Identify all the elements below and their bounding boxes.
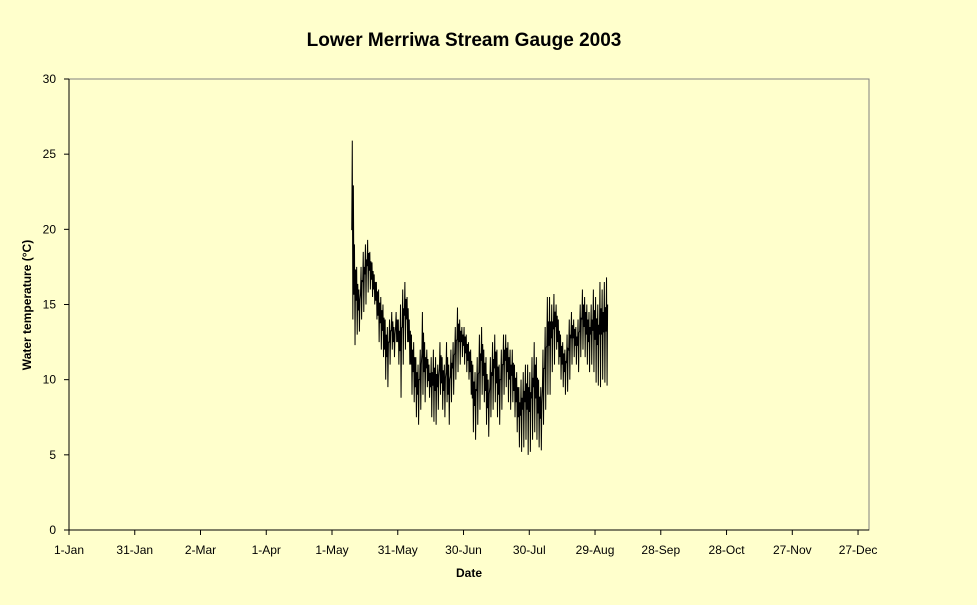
x-axis: 1-Jan 31-Jan 2-Mar 1-Apr 1-May 31-May 30-Jun 30…: [54, 529, 878, 557]
x-tick-label: 1-May: [315, 543, 348, 557]
x-tick-label: 31-Jan: [116, 543, 153, 557]
x-tick-label: 27-Nov: [773, 543, 812, 557]
x-tick-label: 2-Mar: [185, 543, 216, 557]
x-tick-label: 29-Aug: [576, 543, 615, 557]
y-tick-label: 15: [43, 298, 57, 312]
x-tick-label: 30-Jun: [445, 543, 482, 557]
y-axis: 0 5 10 15 20 25 30: [43, 72, 70, 537]
x-tick-label: 31-May: [378, 543, 418, 557]
y-tick-label: 20: [43, 222, 57, 236]
series-layer: [351, 140, 609, 455]
x-tick-label: 30-Jul: [513, 543, 546, 557]
x-tick-label: 27-Dec: [839, 543, 878, 557]
x-axis-label: Date: [456, 566, 482, 580]
y-tick-label: 25: [43, 147, 57, 161]
chart-title: Lower Merriwa Stream Gauge 2003: [307, 30, 622, 51]
plot-area: [68, 78, 870, 531]
x-tick-label: 1-Jan: [54, 543, 84, 557]
y-tick-label: 10: [43, 373, 57, 387]
y-axis-label: Water temperature (°C): [20, 240, 34, 370]
x-tick-label: 1-Apr: [252, 543, 281, 557]
y-tick-label: 30: [43, 72, 57, 86]
x-tick-label: 28-Sep: [641, 543, 680, 557]
y-tick-label: 0: [49, 523, 56, 537]
water-temperature-series-line: [351, 140, 609, 455]
x-tick-label: 28-Oct: [709, 543, 746, 557]
y-tick-label: 5: [49, 448, 56, 462]
